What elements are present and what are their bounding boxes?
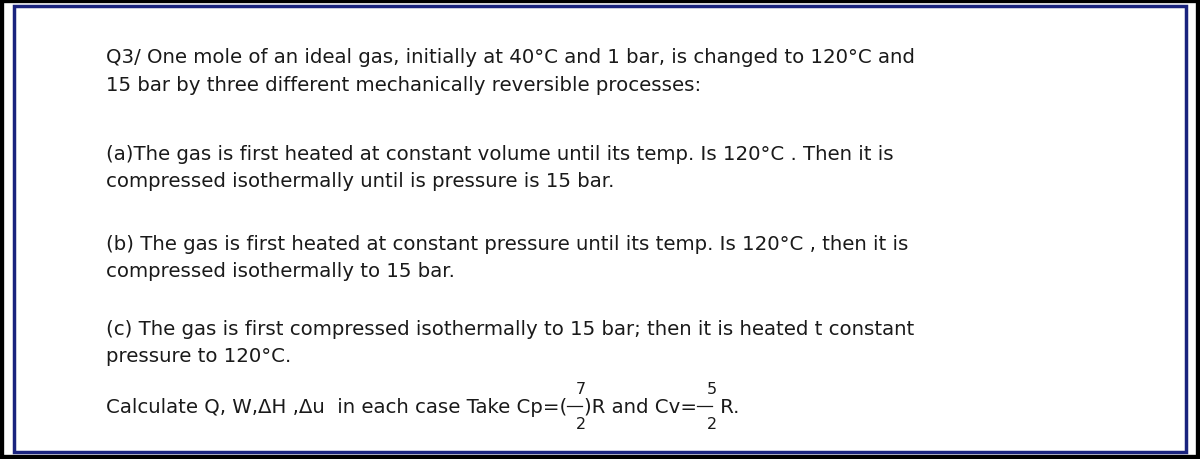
- Text: 2: 2: [576, 416, 587, 431]
- Text: (c) The gas is first compressed isothermally to 15 bar; then it is heated t cons: (c) The gas is first compressed isotherm…: [106, 319, 914, 365]
- Text: R.: R.: [714, 397, 740, 416]
- Text: 2: 2: [707, 416, 716, 431]
- Text: (a)The gas is first heated at constant volume until its temp. Is 120°C . Then it: (a)The gas is first heated at constant v…: [106, 145, 893, 191]
- Text: (b) The gas is first heated at constant pressure until its temp. Is 120°C , then: (b) The gas is first heated at constant …: [106, 234, 908, 280]
- Text: Q3/ One mole of an ideal gas, initially at 40°C and 1 bar, is changed to 120°C a: Q3/ One mole of an ideal gas, initially …: [106, 48, 914, 95]
- Text: )R and Cv=: )R and Cv=: [584, 397, 697, 416]
- Text: Calculate Q, W,ΔH ,Δu  in each case Take Cp=(: Calculate Q, W,ΔH ,Δu in each case Take …: [106, 397, 566, 416]
- Text: 7: 7: [576, 381, 587, 396]
- Text: 5: 5: [707, 381, 716, 396]
